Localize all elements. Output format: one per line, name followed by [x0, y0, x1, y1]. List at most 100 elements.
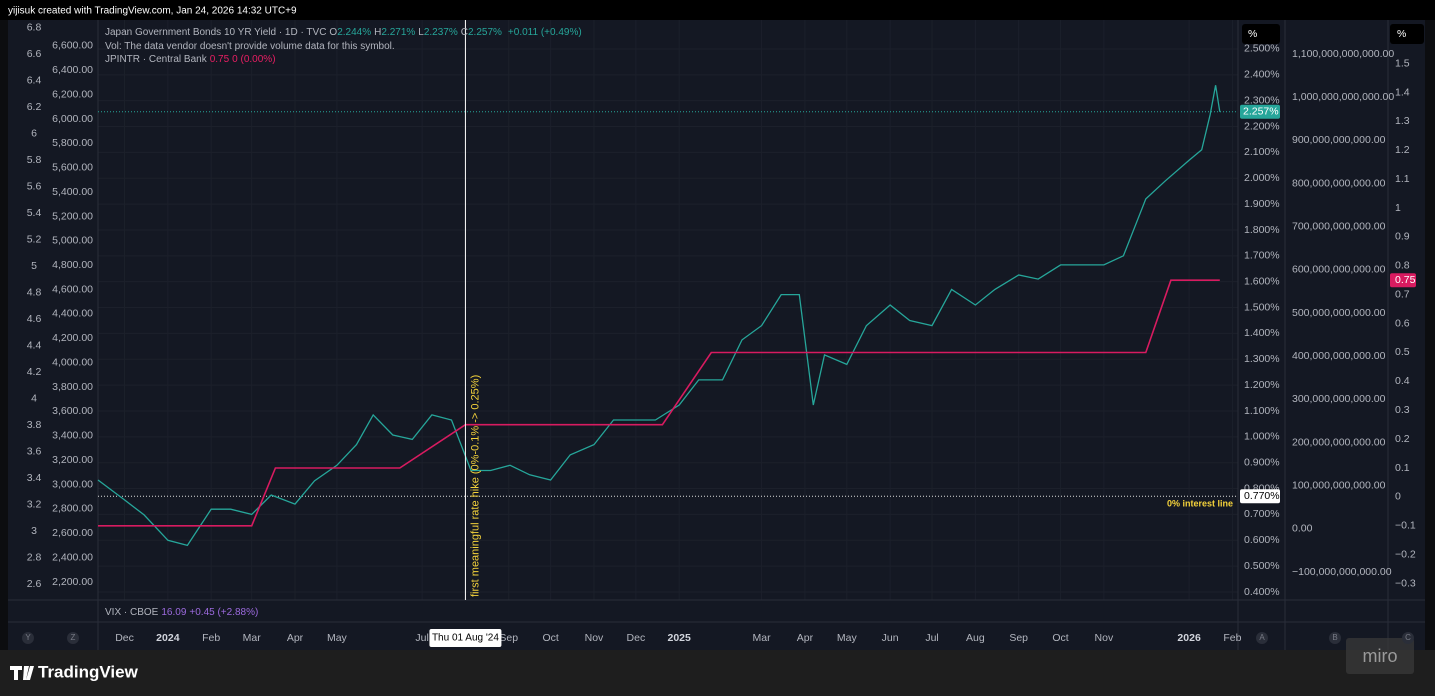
y2-tick-label: 1.2 — [1395, 144, 1410, 156]
y2-tick-label: 1.3 — [1395, 115, 1410, 127]
x-tick-label: Nov — [1095, 632, 1114, 644]
legend-row: Japan Government Bonds 10 YR Yield · 1D … — [105, 26, 585, 40]
symbol: Japan Government Bonds 10 YR Yield · 1D … — [105, 27, 327, 38]
vix-change: +0.45 (+2.88%) — [189, 607, 259, 618]
other-axis-label: 5 — [31, 260, 37, 272]
other-axis-label: 700,000,000,000.00 — [1292, 220, 1386, 232]
top-bar — [0, 0, 1435, 20]
other-axis-label: 0.00 — [1292, 523, 1313, 535]
y-tick-label: 1.800% — [1244, 224, 1280, 236]
other-axis-label: 4.8 — [27, 287, 42, 299]
axis-button-label[interactable]: Z — [71, 633, 76, 642]
x-tick-label: Sep — [499, 632, 518, 644]
y-tick-label: 1.200% — [1244, 379, 1280, 391]
unit-label[interactable]: % — [1397, 28, 1406, 40]
y2-tick-label: 0.1 — [1395, 462, 1410, 474]
x-tick-label: Apr — [287, 632, 304, 644]
other-axis-label: 2,200.00 — [52, 576, 93, 588]
y-tick-label: 1.500% — [1244, 301, 1280, 313]
axis-button[interactable] — [1402, 632, 1414, 644]
rate-symbol: JPINTR · Central Bank — [105, 54, 207, 65]
other-axis-label: 4,600.00 — [52, 283, 93, 295]
unit-label[interactable]: % — [1248, 28, 1257, 40]
other-axis-label: 4,000.00 — [52, 356, 93, 368]
other-axis-label: 5.4 — [27, 207, 42, 219]
axis-button-label[interactable]: B — [1332, 633, 1337, 642]
series-line — [98, 279, 1220, 527]
last-rate-bg — [1390, 273, 1416, 288]
reference-text: 0% interest line — [1167, 499, 1233, 509]
axis-button-label[interactable]: C — [1405, 633, 1411, 642]
other-axis-label: 6.2 — [27, 101, 42, 113]
x-tick-label: Nov — [585, 632, 604, 644]
y-tick-label: 2.400% — [1244, 69, 1280, 81]
x-tick-label: Oct — [542, 632, 558, 644]
last-price-bg — [1240, 104, 1280, 119]
x-tick-label: 2024 — [156, 632, 180, 644]
reference-label: 0.770% — [1244, 490, 1280, 502]
y2-tick-label: 0 — [1395, 491, 1401, 503]
rate-value: 0.75 — [209, 54, 230, 65]
ohlc-value: 2.257% — [468, 27, 502, 38]
vix-value: 16.09 — [161, 607, 187, 618]
vix-symbol: VIX · CBOE — [105, 607, 159, 618]
y2-tick-label: 1.5 — [1395, 57, 1410, 69]
y-tick-label: 2.300% — [1244, 94, 1280, 106]
other-axis-label: 3.4 — [27, 472, 42, 484]
y2-tick-label: 1.1 — [1395, 173, 1410, 185]
other-axis-label: 4.4 — [27, 339, 42, 351]
x-tick-label: Jul — [415, 632, 428, 644]
other-axis-label: 3.6 — [27, 445, 42, 457]
axis-button[interactable] — [1256, 632, 1268, 644]
legend: Japan Government Bonds 10 YR Yield · 1D … — [105, 26, 585, 67]
axis-button-label[interactable]: A — [1259, 633, 1265, 642]
ohlc: O2.244% H2.271% L2.237% C2.257% — [329, 27, 505, 38]
rate-change: 0 (0.00%) — [232, 54, 276, 65]
other-axis-label: 6.6 — [27, 48, 42, 60]
y2-tick-label: −0.3 — [1395, 577, 1416, 589]
y2-tick-label: 0.9 — [1395, 231, 1410, 243]
ohlc-key: O — [329, 27, 338, 38]
other-axis-label: 6.8 — [27, 22, 42, 34]
y2-tick-label: 0.6 — [1395, 317, 1410, 329]
x-tick-label: Mar — [753, 632, 772, 644]
rate-row: JPINTR · Central Bank 0.75 0 (0.00%) — [105, 53, 585, 67]
axis-button-label[interactable]: Y — [25, 633, 31, 642]
crosshair-label: Thu 01 Aug '24 — [432, 633, 499, 644]
y-tick-label: 1.900% — [1244, 198, 1280, 210]
ohlc-key: H — [374, 27, 382, 38]
axis-button[interactable] — [67, 632, 79, 644]
other-axis-label: 900,000,000,000.00 — [1292, 134, 1386, 146]
other-axis-label: 4.2 — [27, 366, 42, 378]
logo-mark — [10, 666, 34, 680]
other-axis-label: 5.6 — [27, 181, 42, 193]
chart-panel — [8, 20, 1425, 650]
ohlc-value: 2.244% — [337, 27, 372, 38]
y2-tick-label: −0.1 — [1395, 520, 1416, 532]
axis-button[interactable] — [22, 632, 34, 644]
unit-button[interactable] — [1242, 24, 1280, 44]
y-tick-label: 2.500% — [1244, 43, 1280, 55]
x-tick-label: May — [327, 632, 348, 644]
y-tick-label: 1.700% — [1244, 250, 1280, 262]
ohlc-value: 2.237% — [423, 27, 458, 38]
other-axis-label: 800,000,000,000.00 — [1292, 177, 1386, 189]
other-axis-label: 3,600.00 — [52, 405, 93, 417]
other-axis-label: 1,000,000,000,000.00 — [1292, 91, 1394, 103]
y-tick-label: 1.600% — [1244, 275, 1280, 287]
other-axis-label: 4 — [31, 392, 37, 404]
x-tick-label: Dec — [627, 632, 646, 644]
axis-button[interactable] — [1329, 632, 1341, 644]
other-axis-label: 2,800.00 — [52, 503, 93, 515]
other-axis-label: 3,200.00 — [52, 454, 93, 466]
other-axis-label: 1,100,000,000,000.00 — [1292, 48, 1394, 60]
x-tick-label: Apr — [797, 632, 814, 644]
unit-button[interactable] — [1390, 24, 1424, 44]
other-axis-label: 6,000.00 — [52, 113, 93, 125]
y-tick-label: 0.900% — [1244, 456, 1280, 468]
lower-pane-legend: VIX · CBOE 16.09 +0.45 (+2.88%) — [105, 606, 261, 620]
other-axis-label: 5,200.00 — [52, 210, 93, 222]
other-axis-label: 2,400.00 — [52, 551, 93, 563]
watermark-box — [1346, 638, 1414, 674]
x-tick-label: Sep — [1009, 632, 1028, 644]
